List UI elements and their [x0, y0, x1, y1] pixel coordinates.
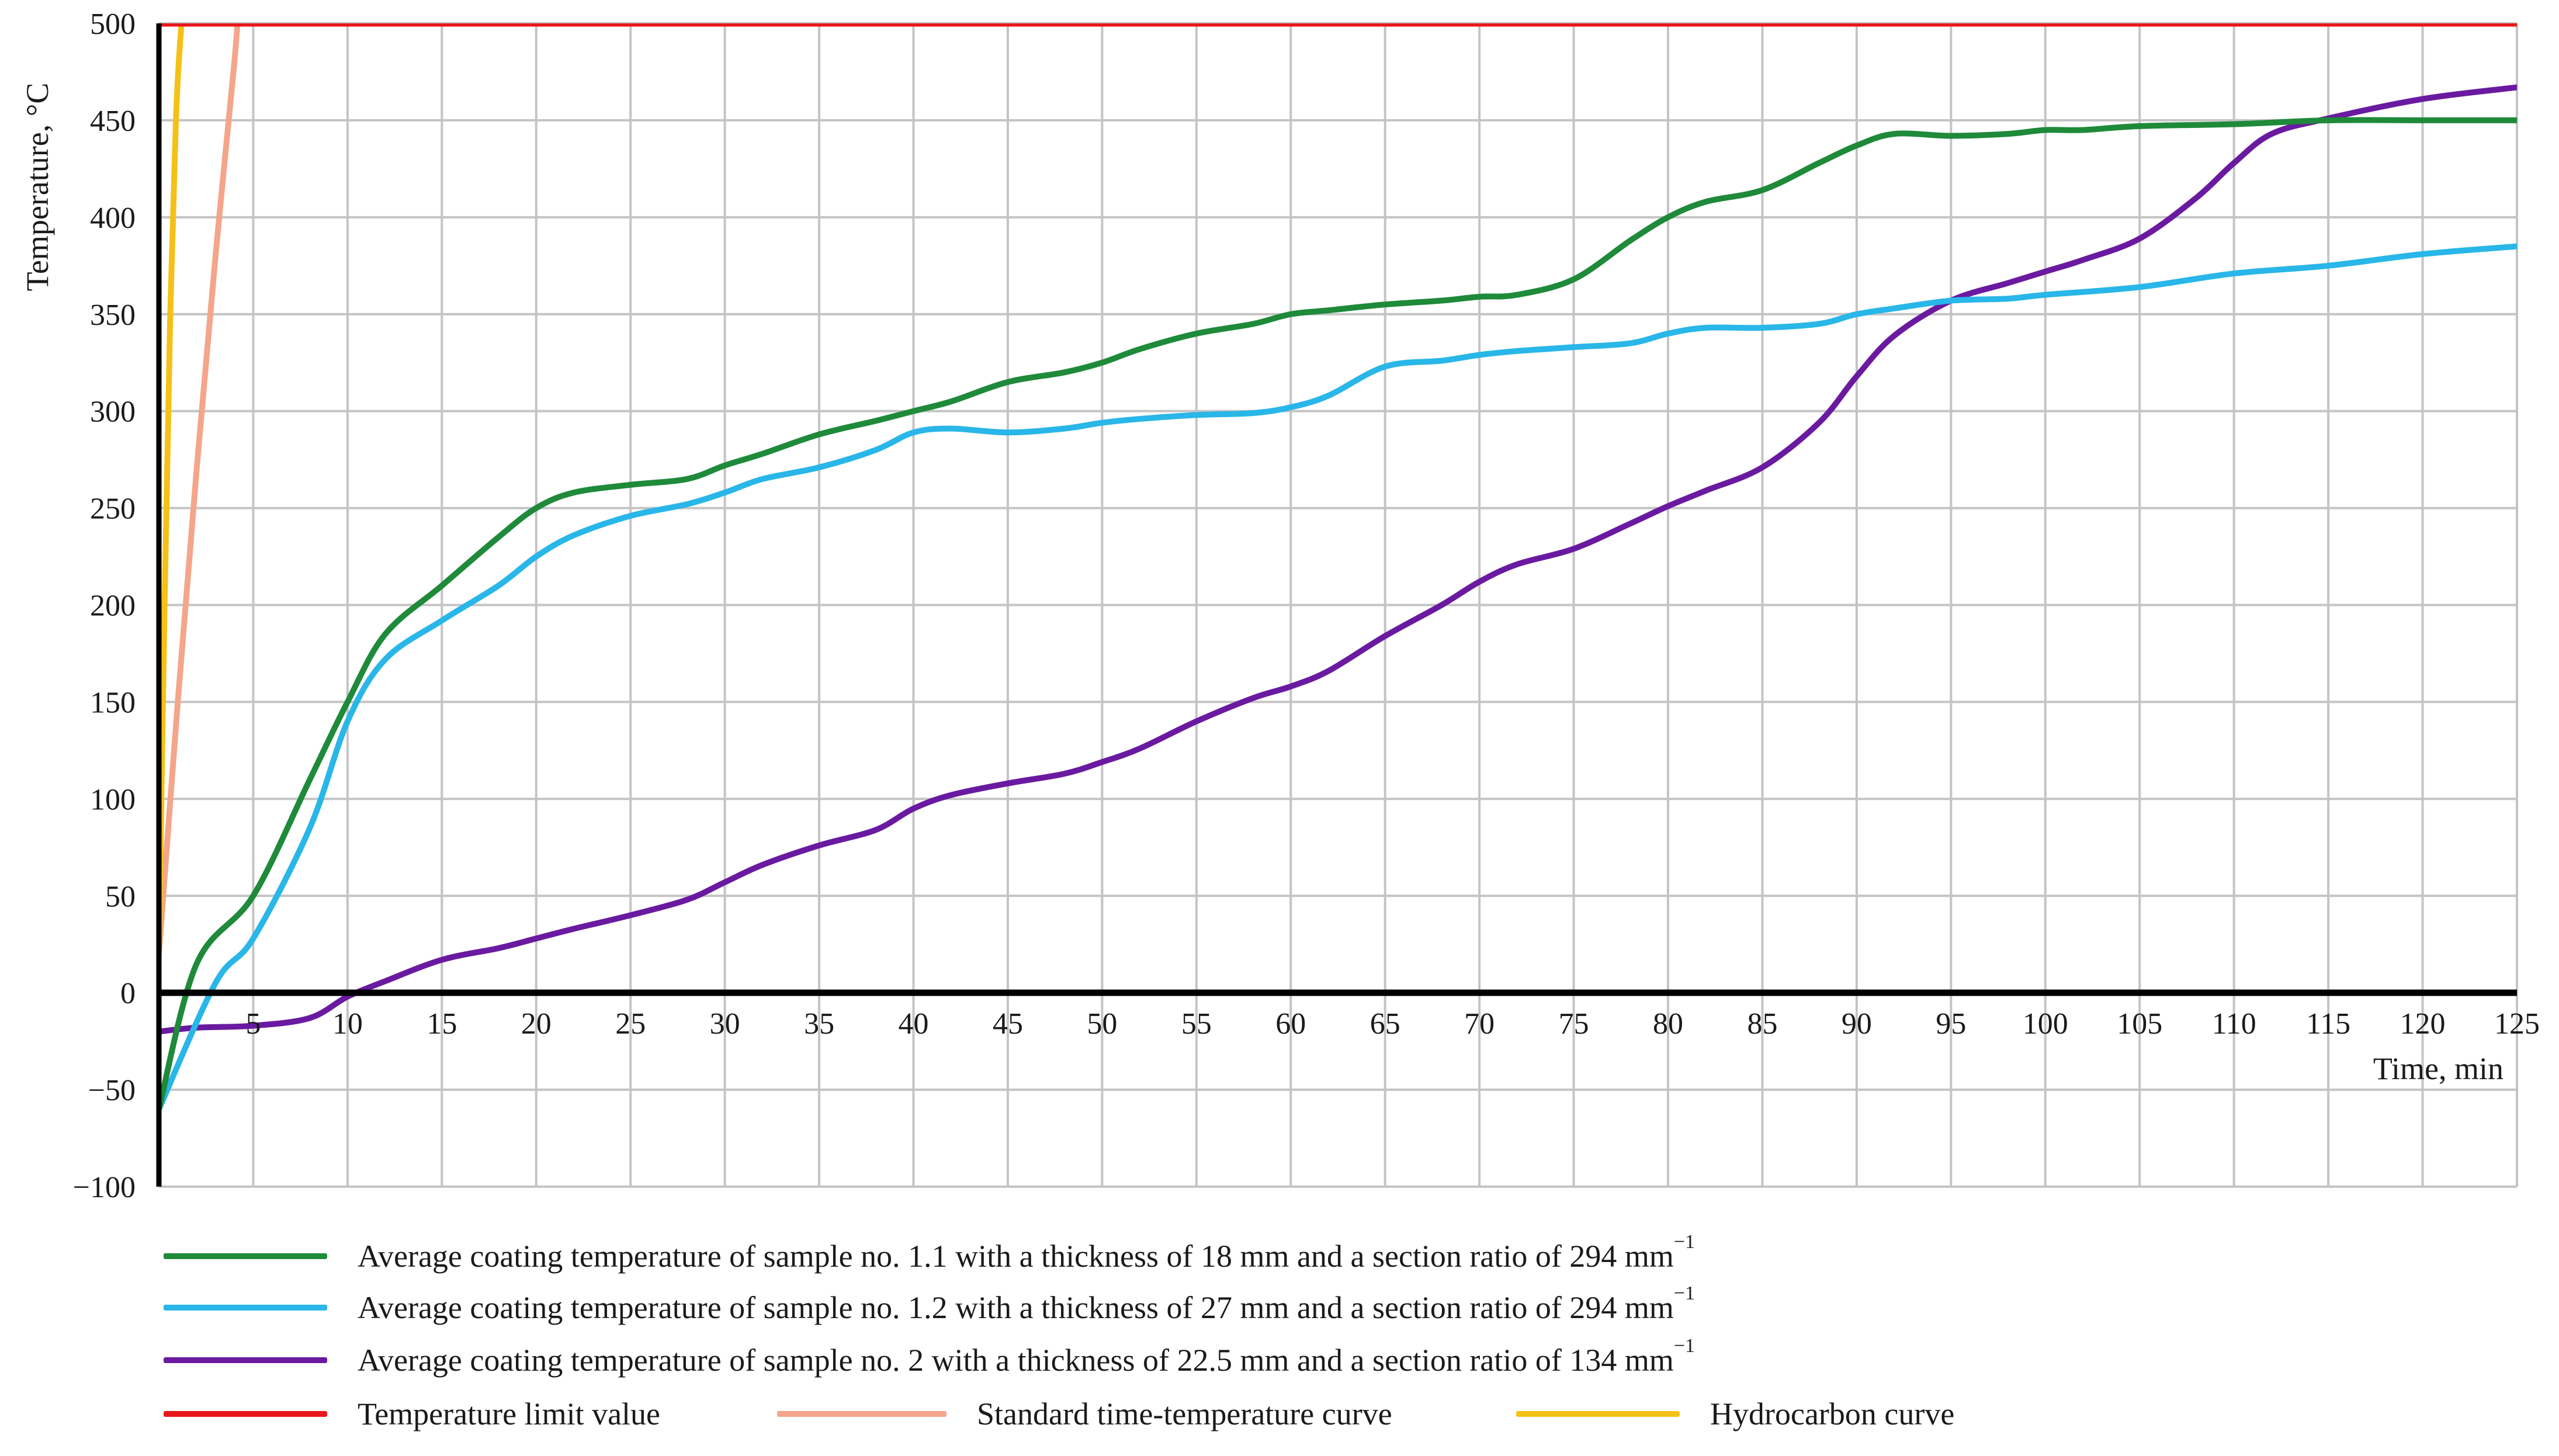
- y-tick-label: 0: [120, 977, 136, 1010]
- x-tick-label: 50: [1087, 1007, 1117, 1041]
- x-tick-label: 120: [2400, 1007, 2446, 1041]
- legend-swatch-hydrocarbon: [1516, 1411, 1680, 1417]
- y-tick-label: −50: [88, 1074, 136, 1107]
- y-tick-label: −100: [73, 1171, 136, 1204]
- legend-label-sample-2: Average coating temperature of sample no…: [358, 1343, 1674, 1378]
- x-tick-label: 100: [2023, 1007, 2068, 1041]
- legend-swatch-limit: [164, 1411, 327, 1417]
- legend-swatch-sample-1-2: [164, 1305, 327, 1311]
- legend-label-sample-1-1: Average coating temperature of sample no…: [358, 1239, 1674, 1274]
- x-tick-label: 75: [1559, 1007, 1589, 1041]
- legend-label-standard-curve: Standard time-temperature curve: [977, 1396, 1392, 1431]
- legend-entry-hydrocarbon: Hydrocarbon curve: [1516, 1396, 1954, 1432]
- legend-swatch-sample-1-1: [164, 1253, 327, 1259]
- x-tick-label: 5: [245, 1007, 261, 1041]
- y-tick-label: 450: [90, 105, 136, 138]
- legend-label-sample-1-2: Average coating temperature of sample no…: [358, 1290, 1674, 1325]
- x-tick-label: 45: [993, 1007, 1023, 1041]
- legend-sup-sample-2: −1: [1673, 1335, 1695, 1357]
- standard-curve-line: [159, 23, 241, 957]
- legend-swatch-sample-2: [164, 1357, 327, 1363]
- x-tick-label: 40: [899, 1007, 929, 1041]
- x-tick-label: 105: [2117, 1007, 2162, 1041]
- grid-lines: [159, 22, 2518, 1188]
- legend-sup-sample-1-1: −1: [1673, 1231, 1695, 1253]
- x-tick-label: 30: [710, 1007, 740, 1041]
- legend-entry-row-4: Temperature limit value Standard time-te…: [164, 1391, 1954, 1437]
- x-tick-label: 60: [1275, 1007, 1306, 1041]
- axes: [156, 23, 2517, 1187]
- series-line-sample-1-1: [159, 117, 2517, 1112]
- x-tick-label: 125: [2494, 1007, 2540, 1041]
- legend-entry-sample-1-2: Average coating temperature of sample no…: [164, 1282, 1695, 1331]
- x-tick-label: 35: [804, 1007, 834, 1041]
- x-tick-label: 55: [1181, 1007, 1212, 1041]
- x-axis-title: Time, min: [2373, 1051, 2503, 1086]
- series-line-sample-2: [159, 84, 2517, 1035]
- hydrocarbon-curve-line: [159, 23, 185, 957]
- legend-entry-standard-curve: Standard time-temperature curve: [777, 1396, 1516, 1432]
- x-tick-label: 115: [2306, 1007, 2350, 1041]
- y-tick-label: 500: [90, 8, 136, 41]
- y-tick-label: 300: [90, 396, 136, 429]
- y-tick-label: 250: [90, 493, 136, 526]
- legend-entry-limit: Temperature limit value: [164, 1396, 777, 1432]
- y-tick-label: 50: [105, 880, 136, 913]
- x-tick-label: 85: [1747, 1007, 1777, 1041]
- y-tick-label: 350: [90, 299, 136, 332]
- y-axis-title: Temperature, °C: [20, 83, 55, 292]
- legend-entry-sample-1-1: Average coating temperature of sample no…: [164, 1231, 1695, 1280]
- series-lines: [159, 23, 2517, 1112]
- x-tick-label: 10: [332, 1007, 363, 1041]
- series-line-sample-1-2: [159, 243, 2517, 1112]
- x-tick-label: 80: [1653, 1007, 1683, 1041]
- legend-entry-sample-2: Average coating temperature of sample no…: [164, 1335, 1695, 1384]
- legend-label-hydrocarbon: Hydrocarbon curve: [1710, 1396, 1955, 1431]
- x-tick-labels: 5 10 15 20 25 30 35 40 45 50 55 60 65 70 75 80 85 90 95 100…: [245, 1007, 2540, 1041]
- x-tick-label: 15: [426, 1007, 457, 1041]
- y-tick-label: 400: [90, 202, 136, 235]
- legend-sup-sample-1-2: −1: [1673, 1282, 1695, 1304]
- legend-swatch-standard-curve: [777, 1411, 946, 1417]
- x-tick-label: 65: [1370, 1007, 1400, 1041]
- x-tick-label: 90: [1842, 1007, 1872, 1041]
- x-tick-label: 25: [615, 1007, 646, 1041]
- x-tick-label: 70: [1464, 1007, 1495, 1041]
- x-tick-label: 20: [521, 1007, 552, 1041]
- x-tick-label: 110: [2212, 1007, 2256, 1041]
- y-tick-label: 150: [90, 686, 136, 719]
- legend-label-limit: Temperature limit value: [358, 1396, 661, 1431]
- x-tick-label: 95: [1936, 1007, 1966, 1041]
- y-tick-label: 100: [90, 783, 136, 816]
- y-tick-label: 200: [90, 590, 136, 623]
